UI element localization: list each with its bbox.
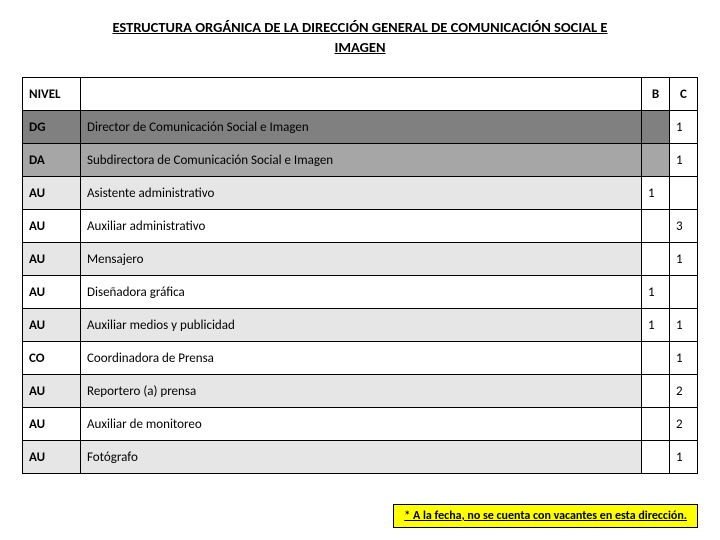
cell-desc: Auxiliar de monitoreo [81, 408, 642, 441]
cell-nivel: AU [23, 375, 81, 408]
cell-c [670, 177, 698, 210]
cell-c: 1 [670, 111, 698, 144]
cell-desc: Mensajero [81, 243, 642, 276]
cell-c: 3 [670, 210, 698, 243]
table-header-row: NIVEL B C [23, 78, 698, 111]
table-row: AUFotógrafo 1 [23, 441, 698, 474]
table-row: COCoordinadora de Prensa 1 [23, 342, 698, 375]
cell-c [670, 276, 698, 309]
cell-b [642, 375, 670, 408]
cell-b [642, 210, 670, 243]
table-row: AUReportero (a) prensa 2 [23, 375, 698, 408]
cell-nivel: AU [23, 276, 81, 309]
cell-nivel: AU [23, 177, 81, 210]
cell-c: 1 [670, 144, 698, 177]
cell-nivel: DA [23, 144, 81, 177]
cell-b [642, 408, 670, 441]
cell-desc: Subdirectora de Comunicación Social e Im… [81, 144, 642, 177]
cell-b: 1 [642, 309, 670, 342]
cell-c: 1 [670, 309, 698, 342]
org-structure-table: NIVEL B C DGDirector de Comunicación Soc… [22, 77, 698, 474]
table-row: AUAuxiliar medios y publicidad11 [23, 309, 698, 342]
cell-c: 1 [670, 342, 698, 375]
cell-b [642, 144, 670, 177]
header-desc [81, 78, 642, 111]
title-line-2: IMAGEN [334, 38, 385, 56]
table-row: AUAsistente administrativo1 [23, 177, 698, 210]
cell-b: 1 [642, 177, 670, 210]
cell-desc: Diseñadora gráfica [81, 276, 642, 309]
cell-desc: Asistente administrativo [81, 177, 642, 210]
table-row: DGDirector de Comunicación Social e Imag… [23, 111, 698, 144]
cell-nivel: AU [23, 210, 81, 243]
table-row: AUAuxiliar de monitoreo 2 [23, 408, 698, 441]
header-nivel: NIVEL [23, 78, 81, 111]
cell-c: 1 [670, 441, 698, 474]
cell-nivel: AU [23, 441, 81, 474]
header-b: B [642, 78, 670, 111]
cell-desc: Auxiliar administrativo [81, 210, 642, 243]
cell-b [642, 111, 670, 144]
table-row: DASubdirectora de Comunicación Social e … [23, 144, 698, 177]
table-row: AUAuxiliar administrativo 3 [23, 210, 698, 243]
cell-nivel: AU [23, 243, 81, 276]
table-row: AUDiseñadora gráfica1 [23, 276, 698, 309]
cell-b: 1 [642, 276, 670, 309]
cell-nivel: AU [23, 408, 81, 441]
cell-nivel: CO [23, 342, 81, 375]
cell-c: 2 [670, 408, 698, 441]
table-body: DGDirector de Comunicación Social e Imag… [23, 111, 698, 474]
cell-nivel: AU [23, 309, 81, 342]
header-c: C [670, 78, 698, 111]
cell-desc: Coordinadora de Prensa [81, 342, 642, 375]
page-title: ESTRUCTURA ORGÁNICA DE LA DIRECCIÓN GENE… [22, 18, 698, 57]
cell-nivel: DG [23, 111, 81, 144]
page-container: ESTRUCTURA ORGÁNICA DE LA DIRECCIÓN GENE… [0, 0, 720, 474]
cell-b [642, 342, 670, 375]
cell-c: 1 [670, 243, 698, 276]
cell-desc: Fotógrafo [81, 441, 642, 474]
cell-b [642, 243, 670, 276]
table-row: AUMensajero 1 [23, 243, 698, 276]
cell-desc: Reportero (a) prensa [81, 375, 642, 408]
cell-desc: Director de Comunicación Social e Imagen [81, 111, 642, 144]
cell-desc: Auxiliar medios y publicidad [81, 309, 642, 342]
title-line-1: ESTRUCTURA ORGÁNICA DE LA DIRECCIÓN GENE… [113, 18, 608, 36]
cell-c: 2 [670, 375, 698, 408]
cell-b [642, 441, 670, 474]
footnote: * A la fecha, no se cuenta con vacantes … [393, 504, 698, 528]
